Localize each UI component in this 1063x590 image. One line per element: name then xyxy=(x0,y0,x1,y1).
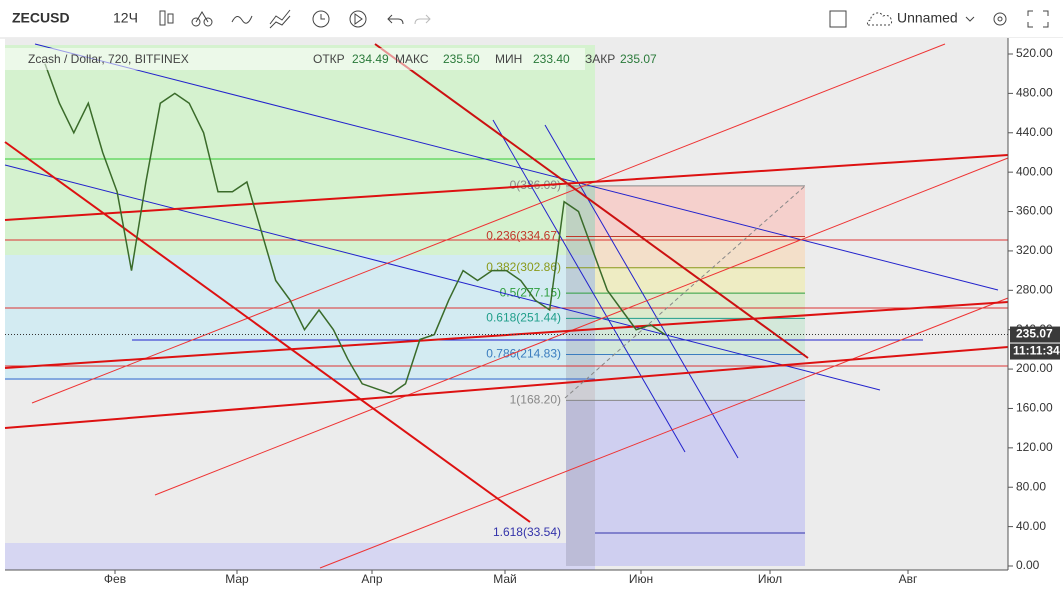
last-price: 235.07 xyxy=(1016,327,1053,341)
bg-zone xyxy=(5,543,595,570)
interval[interactable]: 12Ч xyxy=(113,10,138,26)
price-axis xyxy=(1008,38,1063,590)
tick-label: 40.00 xyxy=(1016,519,1046,533)
time-label: Авг xyxy=(899,572,918,586)
time-label: Апр xyxy=(361,572,383,586)
legend-label: ОТКР xyxy=(313,52,345,66)
price-line xyxy=(44,63,666,395)
time-ticks: Фев Мар Апр Май Июн Июл Авг xyxy=(104,570,918,586)
tick-label: 520.00 xyxy=(1016,46,1053,60)
tick-label: 0.00 xyxy=(1016,558,1040,572)
fib-label: 1(168.20) xyxy=(510,393,561,407)
fib-zone xyxy=(566,400,805,566)
legend-value: 233.40 xyxy=(533,52,570,66)
time-label: Мар xyxy=(225,572,249,586)
layout-name[interactable]: Unnamed xyxy=(897,10,958,26)
tick-label: 480.00 xyxy=(1016,86,1053,100)
toolbar xyxy=(0,0,1063,38)
time-label: Июл xyxy=(758,572,782,586)
fib-band xyxy=(595,318,805,355)
fib-label: 0.618(251.44) xyxy=(486,311,561,325)
tick-label: 200.00 xyxy=(1016,361,1053,375)
tick-label: 80.00 xyxy=(1016,479,1046,493)
legend-label: МАКС xyxy=(395,52,429,66)
time-label: Июн xyxy=(629,572,653,586)
fib-label: 0.236(334.67) xyxy=(486,229,561,243)
dropdown-arrow[interactable] xyxy=(965,16,975,22)
legend-title: Zcash / Dollar, 720, BITFINEX xyxy=(28,52,189,66)
trend-lines xyxy=(4,43,1009,569)
legend-value: 235.07 xyxy=(620,52,657,66)
legend-bg xyxy=(5,48,585,70)
legend-value: 234.49 xyxy=(352,52,389,66)
symbol[interactable]: ZECUSD xyxy=(12,10,70,26)
legend-label: ЗАКР xyxy=(585,52,615,66)
countdown-tag xyxy=(1010,343,1060,360)
legend-value: 235.50 xyxy=(443,52,480,66)
time-label: Фев xyxy=(104,572,126,586)
toolbar-icons[interactable] xyxy=(159,9,1049,29)
fib-tool: 0(386.09)0.236(334.67)0.382(302.86)0.5(2… xyxy=(486,178,805,566)
countdown: 11:11:34 xyxy=(1013,344,1060,358)
fib-band xyxy=(595,293,805,319)
legend-label: МИН xyxy=(495,52,522,66)
fib-label: 1.618(33.54) xyxy=(493,525,561,539)
fib-label: 0.786(214.83) xyxy=(486,347,561,361)
bg-zone xyxy=(5,255,595,380)
tick-label: 160.00 xyxy=(1016,401,1053,415)
tick-label: 120.00 xyxy=(1016,440,1053,454)
tick-label: 440.00 xyxy=(1016,125,1053,139)
tick-label: 400.00 xyxy=(1016,164,1053,178)
last-price-tag xyxy=(1010,326,1060,343)
tick-label: 360.00 xyxy=(1016,204,1053,218)
tick-label: 320.00 xyxy=(1016,243,1053,257)
fib-overlay xyxy=(566,185,595,566)
plot-area xyxy=(5,38,1008,570)
price-ticks: 0.0040.0080.00120.00160.00200.00240.0028… xyxy=(5,46,1060,572)
tick-label: 280.00 xyxy=(1016,282,1053,296)
fib-band xyxy=(595,236,805,268)
time-label: Май xyxy=(493,572,517,586)
fib-label: 0.382(302.86) xyxy=(486,260,561,274)
price-series xyxy=(44,63,666,395)
bg-zone xyxy=(5,45,595,255)
